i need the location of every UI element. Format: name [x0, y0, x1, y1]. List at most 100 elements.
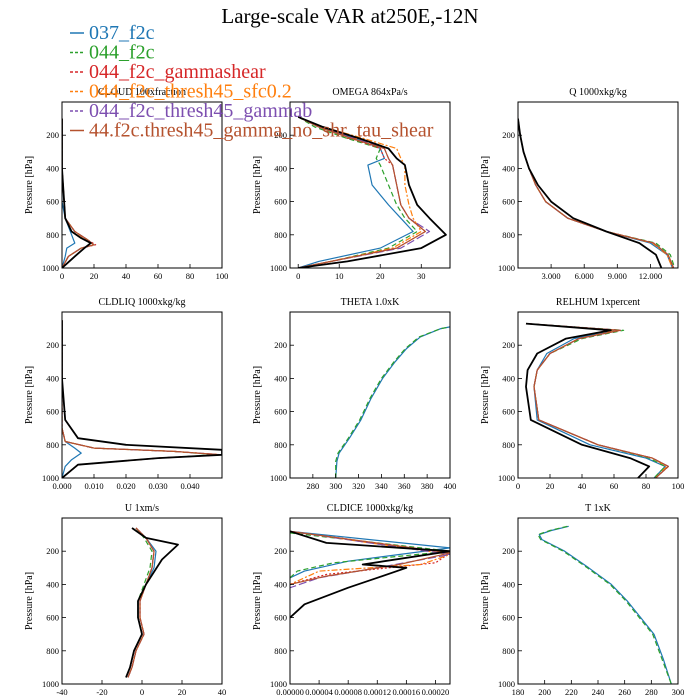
- panel-theta-1-0xk: THETA 1.0xK Pressure [hPa] 200 400 600 800 100…: [252, 297, 456, 491]
- plot-frame: [61, 101, 223, 269]
- series-line-044-f2c-thresh45-gammab: [525, 323, 670, 478]
- x-tick-label: 80: [186, 271, 195, 281]
- x-tick-label: 20: [546, 481, 555, 491]
- x-tick-label: 60: [610, 481, 619, 491]
- x-tick-label: 0.000: [52, 481, 71, 491]
- plot-frame: [517, 101, 679, 269]
- y-tick-label: 1000: [270, 473, 287, 483]
- legend-item-44-f2c-thresh45-gamma-no-shr-tau-shear: 44.f2c.thresh45_gamma_no_shr_tau_shear: [70, 120, 434, 142]
- x-tick-label: 300: [329, 481, 342, 491]
- plot-frame: [61, 517, 223, 685]
- panel-title: CLDICE 1000xkg/kg: [327, 503, 413, 514]
- y-tick-label: 800: [274, 440, 287, 450]
- y-tick-label: 400: [274, 373, 287, 383]
- series-line-44-f2c-thresh45-gamma-no-shr-tau-shear: [290, 530, 450, 585]
- series-line-044-f2c-thresh45-sfc0-2: [525, 323, 668, 478]
- y-tick-label: 400: [46, 163, 59, 173]
- legend-label: 044_f2c: [89, 42, 155, 64]
- x-tick-label: 180: [512, 687, 525, 697]
- y-tick-label: 600: [502, 407, 515, 417]
- y-tick-label: 600: [274, 407, 287, 417]
- x-tick-label: 0.00020: [422, 687, 450, 697]
- x-tick-label: 6.000: [575, 271, 594, 281]
- plot-frame: [517, 517, 679, 685]
- series-line-044-f2c: [125, 527, 153, 678]
- y-tick-label: 800: [502, 646, 515, 656]
- legend-item-044-f2c-gammashear: 044_f2c_gammashear: [70, 61, 266, 83]
- x-tick-label: 0: [60, 271, 64, 281]
- panel-title: RELHUM 1xpercent: [556, 297, 640, 308]
- series-line-037-f2c: [62, 320, 82, 478]
- series-group: [62, 320, 222, 478]
- y-tick-label: 200: [274, 546, 287, 556]
- x-tick-label: -20: [96, 687, 107, 697]
- panel-cldice-1000xkg-kg: CLDICE 1000xkg/kg Pressure [hPa] 200 400 600…: [252, 503, 451, 697]
- y-axis-label: Pressure [hPa]: [24, 366, 35, 424]
- series-group: [518, 118, 676, 268]
- x-tick-label: 20: [90, 271, 99, 281]
- y-tick-label: 600: [46, 407, 59, 417]
- x-tick-label: 0.00012: [363, 687, 391, 697]
- x-tick-label: 0: [516, 481, 520, 491]
- y-tick-label: 600: [502, 197, 515, 207]
- panel-title: THETA 1.0xK: [341, 297, 400, 308]
- series-group: [62, 118, 97, 268]
- panel-cldliq-1000xkg-kg: CLDLIQ 1000xkg/kg Pressure [hPa] 200 400 600…: [24, 297, 223, 491]
- x-tick-label: 0.040: [180, 481, 199, 491]
- series-group: [335, 326, 450, 478]
- panel-title: Q 1000xkg/kg: [569, 87, 627, 98]
- series-line-037-f2c: [290, 530, 450, 579]
- series-line-044-f2c: [525, 323, 666, 478]
- series-line-044-f2c: [297, 116, 418, 268]
- series-line-44-f2c-thresh45-gamma-no-shr-tau-shear: [62, 118, 95, 268]
- x-tick-label: 200: [538, 687, 551, 697]
- series-line-black: [290, 530, 450, 619]
- x-tick-label: 300: [672, 687, 685, 697]
- x-tick-label: 40: [122, 271, 131, 281]
- series-line-044-f2c-thresh45-sfc0-2: [290, 530, 450, 585]
- plot-frame: [61, 311, 223, 479]
- x-tick-label: 0.00008: [334, 687, 362, 697]
- panel-title: T 1xK: [585, 503, 611, 514]
- x-tick-label: 40: [578, 481, 587, 491]
- series-line-black: [525, 322, 651, 478]
- series-line-044-f2c-gammashear: [127, 527, 155, 678]
- y-axis-label: Pressure [hPa]: [252, 366, 263, 424]
- series-line-044-f2c-thresh45-sfc0-2: [127, 527, 155, 678]
- series-group: [290, 530, 450, 619]
- legend-label: 044_f2c_gammashear: [89, 61, 266, 83]
- y-tick-label: 1000: [42, 473, 59, 483]
- y-tick-label: 200: [502, 546, 515, 556]
- y-tick-label: 800: [46, 230, 59, 240]
- x-tick-label: 260: [618, 687, 631, 697]
- series-line-44-f2c-thresh45-gamma-no-shr-tau-shear: [518, 118, 675, 268]
- y-tick-label: 1000: [498, 679, 515, 689]
- y-axis-label: Pressure [hPa]: [24, 572, 35, 630]
- series-line-black: [537, 525, 672, 684]
- x-tick-label: 280: [645, 687, 658, 697]
- y-tick-label: 600: [502, 613, 515, 623]
- y-tick-label: 400: [46, 373, 59, 383]
- series-line-44-f2c-thresh45-gamma-no-shr-tau-shear: [127, 527, 155, 678]
- series-line-037-f2c: [525, 323, 666, 478]
- series-line-044-f2c-thresh45-gammab: [127, 527, 155, 678]
- y-tick-label: 200: [274, 130, 287, 140]
- y-tick-label: 400: [46, 579, 59, 589]
- y-tick-label: 600: [46, 613, 59, 623]
- legend-label: 44.f2c.thresh45_gamma_no_shr_tau_shear: [89, 120, 434, 142]
- series-line-037-f2c: [335, 326, 450, 478]
- series-line-black: [62, 320, 222, 478]
- y-tick-label: 1000: [270, 679, 287, 689]
- series-line-044-f2c-gammashear: [290, 530, 450, 585]
- series-line-black: [297, 116, 447, 268]
- series-line-044-f2c: [62, 320, 217, 478]
- page-title: Large-scale VAR at250E,-12N: [221, 4, 479, 28]
- series-line-44-f2c-thresh45-gamma-no-shr-tau-shear: [62, 320, 222, 478]
- y-axis-label: Pressure [hPa]: [24, 156, 35, 214]
- x-tick-label: 80: [642, 481, 651, 491]
- series-group: [297, 116, 447, 268]
